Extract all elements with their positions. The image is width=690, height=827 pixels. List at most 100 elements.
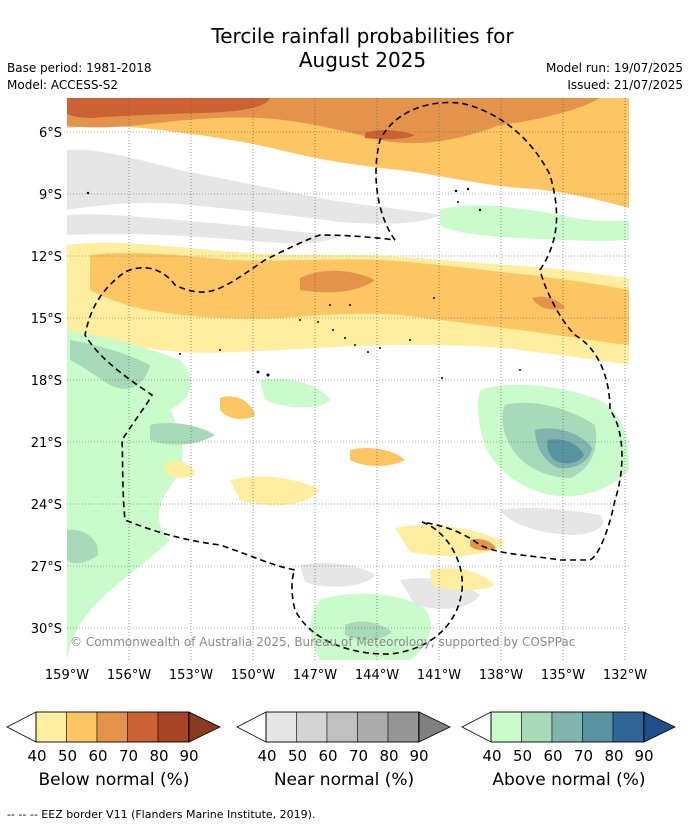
colorbar-cell-below	[66, 711, 98, 743]
above-region-northeast	[440, 205, 629, 241]
colorbar-cell-above	[490, 711, 522, 743]
colorbar-cell-near	[296, 711, 328, 743]
eez-borders	[84, 101, 623, 655]
lon-tick-labels: 159°W 156°W 153°W 150°W 147°W 144°W 141°…	[45, 668, 647, 683]
below-region-mid-c	[165, 460, 195, 478]
below-region-central-50	[90, 252, 629, 345]
lat-tick: 15°S	[31, 312, 62, 327]
lon-tick: 147°W	[293, 668, 337, 683]
near-region-south-center	[300, 563, 375, 587]
title-line-2: August 2025	[298, 48, 427, 72]
lon-tick: 144°W	[355, 668, 399, 683]
lat-tick: 9°S	[39, 188, 62, 203]
colorbar-cell-below	[157, 711, 189, 743]
colorbar-cell-near	[387, 711, 419, 743]
lon-tick: 156°W	[107, 668, 151, 683]
issued-date: Issued: 21/07/2025	[567, 78, 683, 92]
colorbar-cell-above	[612, 711, 644, 743]
above-region-west-60c	[67, 529, 99, 564]
colorbar-cell-near	[265, 711, 297, 743]
near-region-central	[67, 214, 340, 244]
model-name: Model: ACCESS-S2	[7, 78, 119, 92]
below-region-central-60	[300, 270, 375, 293]
colorbar-tick: 50	[58, 747, 77, 765]
above-normal-label: Above normal (%)	[492, 770, 646, 790]
run-info: Model run: 19/07/2025 Issued: 21/07/2025	[546, 60, 683, 94]
colorbar-tick: 70	[349, 747, 368, 765]
below-region-north-70b	[365, 130, 415, 140]
eez-footnote: -- -- -- EEZ border V11 (Flanders Marine…	[7, 808, 316, 821]
colorbar-cell-below	[127, 711, 159, 743]
colorbar-tick: 60	[543, 747, 562, 765]
colorbar-tick: 40	[257, 747, 276, 765]
near-region-north	[67, 149, 440, 224]
below-region-north-70	[67, 98, 270, 118]
lon-tick: 138°W	[479, 668, 523, 683]
colorbar-cell-above	[521, 711, 553, 743]
model-run: Model run: 19/07/2025	[545, 61, 683, 75]
above-normal-colorbar: 40 50 60 70 80 90	[461, 711, 676, 765]
lat-tick: 30°S	[31, 622, 62, 637]
colorbar-tick: 60	[318, 747, 337, 765]
colorbar-tick: 50	[513, 747, 532, 765]
above-region-south-60	[345, 621, 392, 640]
colorbar-min-arrow	[461, 711, 492, 743]
lat-tick: 18°S	[31, 374, 62, 389]
islands	[86, 187, 521, 379]
title-line-1: Tercile rainfall probabilities for	[211, 24, 514, 48]
lon-tick: 135°W	[541, 668, 585, 683]
lon-tick: 159°W	[45, 668, 89, 683]
rainfall-map: © Commonwealth of Australia 2025, Bureau…	[31, 98, 647, 683]
lat-tick: 21°S	[31, 436, 62, 451]
near-region-south-east	[500, 507, 604, 535]
colorbar-cell-below	[35, 711, 67, 743]
above-region-east-80	[547, 439, 584, 464]
colorbar-max-arrow	[643, 711, 676, 743]
colorbar-tick: 90	[179, 747, 198, 765]
near-normal-colorbar: 40 50 60 70 80 90	[236, 711, 451, 765]
colorbar-tick: 40	[27, 747, 46, 765]
eez-border-east	[375, 101, 623, 561]
lat-tick-labels: 6°S 9°S 12°S 15°S 18°S 21°S 24°S 27°S 30…	[31, 126, 62, 637]
colorbar-min-arrow	[236, 711, 267, 743]
colorbar-tick: 50	[288, 747, 307, 765]
below-region-south-a	[230, 476, 320, 506]
lat-tick: 27°S	[31, 560, 62, 575]
colorbar-tick: 60	[88, 747, 107, 765]
colorbar-max-arrow	[188, 711, 221, 743]
lon-tick: 150°W	[231, 668, 275, 683]
graticule	[67, 98, 629, 660]
colorbar-tick: 80	[379, 747, 398, 765]
below-region-mid-a	[220, 396, 255, 420]
model-info: Base period: 1981-2018 Model: ACCESS-S2	[7, 60, 152, 94]
colorbar-tick: 90	[634, 747, 653, 765]
lat-tick: 12°S	[31, 250, 62, 265]
colorbar-cell-below	[96, 711, 128, 743]
lon-tick: 141°W	[417, 668, 461, 683]
colorbar-min-arrow	[6, 711, 37, 743]
lat-tick: 24°S	[31, 498, 62, 513]
map-title: Tercile rainfall probabilities for Augus…	[140, 24, 585, 72]
colorbar-tick: 90	[409, 747, 428, 765]
colorbar-cell-near	[326, 711, 358, 743]
below-normal-colorbar: 40 50 60 70 80 90	[6, 711, 221, 765]
colorbar-tick: 40	[482, 747, 501, 765]
base-period: Base period: 1981-2018	[7, 61, 152, 75]
colorbar-tick: 80	[604, 747, 623, 765]
colorbar-tick: 70	[119, 747, 138, 765]
below-region-central-60b	[532, 296, 565, 310]
lon-tick: 132°W	[603, 668, 647, 683]
lon-tick: 153°W	[169, 668, 213, 683]
colorbar-cell-above	[582, 711, 614, 743]
above-region-west-60b	[150, 423, 215, 445]
lat-tick: 6°S	[39, 126, 62, 141]
colorbar-tick: 80	[149, 747, 168, 765]
colorbar-cell-above	[551, 711, 583, 743]
copyright-text: © Commonwealth of Australia 2025, Bureau…	[70, 635, 575, 649]
eez-border-south	[84, 234, 464, 655]
near-normal-label: Near normal (%)	[273, 770, 415, 790]
colorbar-tick: 70	[574, 747, 593, 765]
below-normal-label: Below normal (%)	[38, 770, 190, 790]
colorbar-max-arrow	[418, 711, 451, 743]
below-region-mid-b	[350, 448, 405, 466]
